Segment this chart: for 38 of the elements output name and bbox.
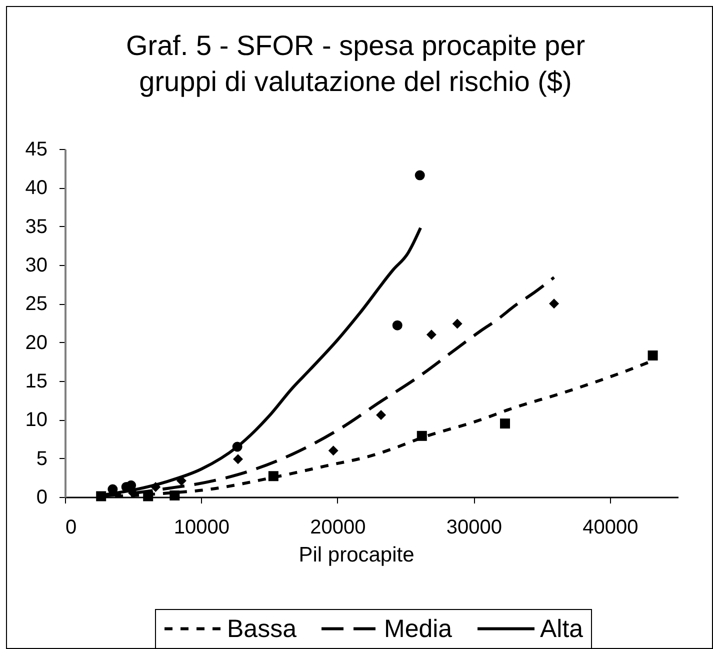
- y-tick-label: 45: [25, 138, 48, 160]
- point: [233, 454, 243, 464]
- x-axis-title: Pil procapite: [298, 544, 414, 566]
- point: [376, 410, 386, 420]
- x-tick-label: 40000: [582, 516, 638, 538]
- x-tick-label: 0: [66, 516, 77, 538]
- legend-label: Bassa: [227, 614, 297, 643]
- point: [170, 490, 180, 500]
- point: [232, 442, 242, 452]
- y-tick-label: 25: [25, 293, 48, 316]
- legend-label: Media: [384, 614, 452, 643]
- y-tick-label: 30: [25, 254, 48, 276]
- point: [414, 170, 425, 180]
- point: [126, 480, 136, 490]
- point: [648, 350, 658, 360]
- point: [143, 491, 154, 502]
- point: [392, 320, 402, 330]
- x-tick-label: 20000: [310, 516, 366, 538]
- point: [150, 482, 161, 492]
- x-tick-label: 10000: [174, 516, 230, 538]
- point: [500, 418, 510, 429]
- point: [268, 471, 278, 482]
- chart-title: Graf. 5 - SFOR - spesa procapite per gruppi di valutazione del rischio ($): [126, 30, 586, 97]
- point: [416, 430, 427, 441]
- point: [452, 318, 462, 329]
- point: [328, 446, 338, 456]
- y-tick-label: 40: [25, 177, 48, 200]
- x-tick-label: 30000: [446, 516, 502, 538]
- y-tick-label: 15: [25, 370, 48, 392]
- point: [96, 491, 106, 502]
- point: [426, 330, 436, 340]
- y-tick-label: 0: [36, 486, 48, 508]
- y-tick-label: 10: [25, 409, 48, 432]
- y-tick-label: 35: [25, 216, 48, 238]
- legend-label: Alta: [540, 614, 584, 643]
- y-tick-label: 5: [36, 448, 48, 470]
- point: [549, 298, 560, 309]
- y-tick-label: 20: [25, 332, 48, 354]
